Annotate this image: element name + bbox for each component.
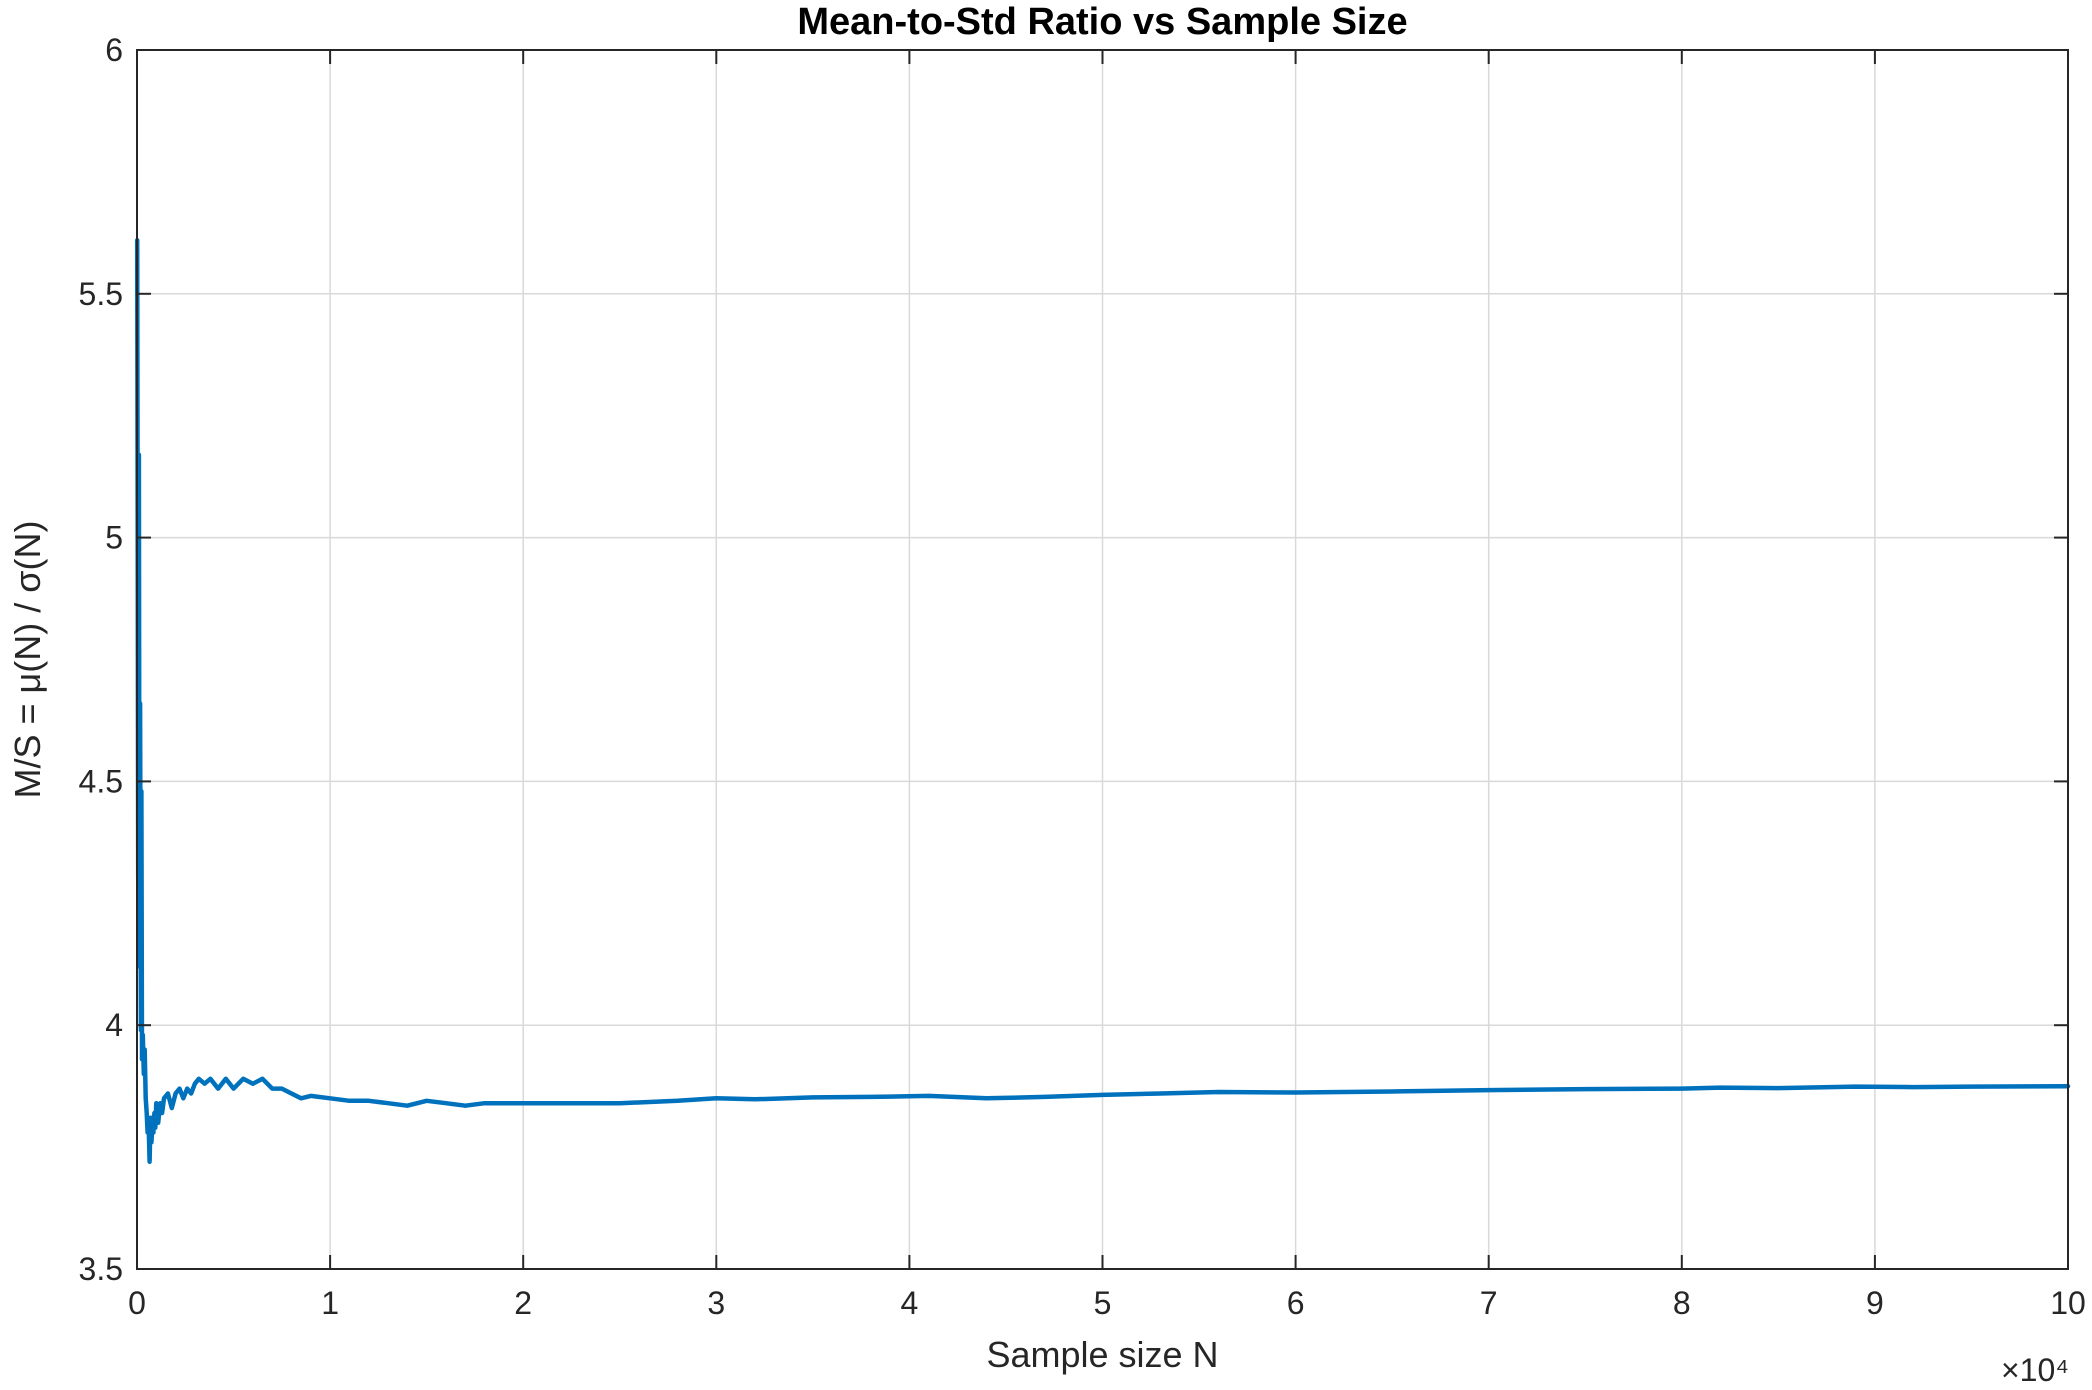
x-axis-title: Sample size N — [986, 1334, 1218, 1375]
x-tick-label: 1 — [321, 1285, 339, 1321]
x-tick-label: 8 — [1673, 1285, 1691, 1321]
x-tick-label: 6 — [1287, 1285, 1305, 1321]
series-line — [134, 237, 2071, 1164]
x-tick-label: 3 — [707, 1285, 725, 1321]
x-tick-label: 7 — [1480, 1285, 1498, 1321]
x-tick-label: 0 — [128, 1285, 146, 1321]
x-tick-label: 10 — [2050, 1285, 2086, 1321]
y-tick-label: 4 — [105, 1007, 123, 1043]
y-axis-title: M/S = μ(N) / σ(N) — [7, 521, 48, 799]
y-tick-label: 3.5 — [79, 1251, 123, 1287]
grid — [137, 50, 2068, 1269]
x-axis-exponent-label: ×10⁴ — [2001, 1352, 2069, 1388]
x-tick-label: 4 — [901, 1285, 919, 1321]
y-tick-label: 4.5 — [79, 763, 123, 799]
y-tick-label: 5 — [105, 520, 123, 556]
x-tick-label: 9 — [1866, 1285, 1884, 1321]
y-tick-label: 5.5 — [79, 276, 123, 312]
y-tick-label: 6 — [105, 32, 123, 68]
x-tick-label: 5 — [1094, 1285, 1112, 1321]
axis-ticks: 0 1 2 3 4 5 6 7 8 9 10 3.5 4 4.5 5 5.5 6 — [79, 32, 2086, 1321]
series-layer — [134, 237, 2071, 1164]
x-tick-label: 2 — [514, 1285, 532, 1321]
chart-title: Mean-to-Std Ratio vs Sample Size — [797, 1, 1407, 43]
